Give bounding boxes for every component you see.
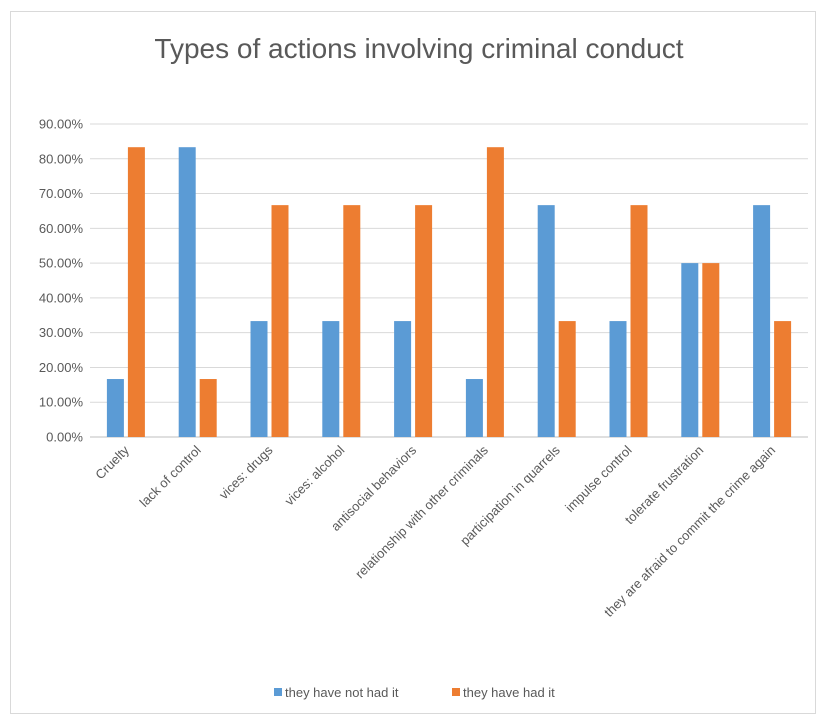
bar-not-had [537,205,555,437]
y-tick-label: 10.00% [39,395,84,410]
y-tick-label: 50.00% [39,256,84,271]
x-category-label: vices: drugs [216,442,276,502]
y-tick-label: 0.00% [46,430,83,445]
bar-had [415,205,433,437]
y-tick-label: 80.00% [39,151,84,166]
bar-had [199,379,217,437]
y-tick-label: 90.00% [39,117,84,132]
bar-not-had [178,147,196,437]
y-tick-label: 30.00% [39,325,84,340]
bar-not-had [106,379,124,437]
bar-had [271,205,289,437]
legend-swatch [452,688,460,696]
bar-had [630,205,648,437]
bar-had [558,321,576,437]
legend-label: they have had it [463,685,555,700]
bar-had [343,205,361,437]
x-axis-labels: Cruelty lack of control vices: drugs vices:… [92,442,778,620]
legend-swatch [274,688,282,696]
bar-not-had [465,379,483,437]
y-tick-label: 70.00% [39,186,84,201]
y-tick-label: 20.00% [39,360,84,375]
bar-not-had [609,321,627,437]
bar-not-had [681,263,699,437]
bar-not-had [322,321,340,437]
x-category-label: tolerate frustration [622,443,707,528]
x-category-label: Cruelty [92,442,132,482]
x-category-label: lack of control [137,442,204,509]
bar-not-had [250,321,268,437]
legend-label: they have not had it [285,685,399,700]
y-tick-label: 40.00% [39,290,84,305]
gridlines [90,123,808,438]
bars [106,147,792,437]
legend: they have not had it they have had it [274,685,555,700]
bar-had [702,263,720,437]
bar-not-had [394,321,412,437]
bar-not-had [753,205,771,437]
chart-title: Types of actions involving criminal cond… [154,33,683,64]
y-axis-ticks: 0.00% 10.00% 20.00% 30.00% 40.00% 50.00% 60.00… [39,117,84,445]
x-category-label: relationship with other criminals [352,442,491,581]
bar-had [486,147,504,437]
bar-had [774,321,792,437]
y-tick-label: 60.00% [39,221,84,236]
bar-had [127,147,145,437]
x-category-label: impulse control [562,442,635,515]
x-category-label: vices: alcohol [282,442,348,508]
